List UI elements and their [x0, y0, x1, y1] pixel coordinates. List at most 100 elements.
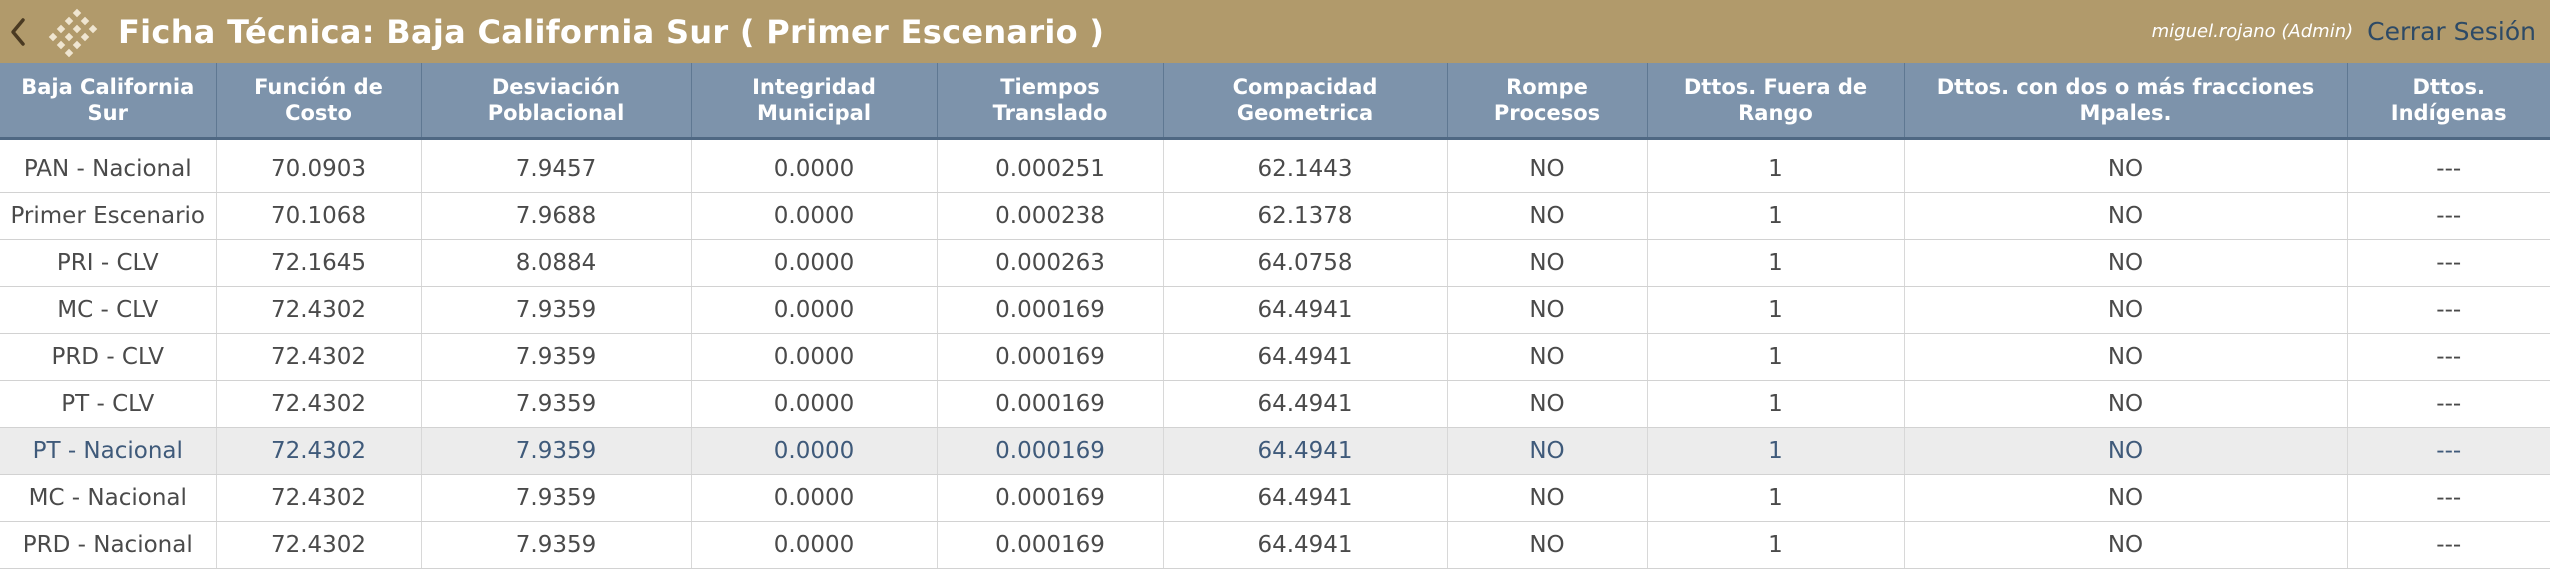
table-cell: 7.9688 [421, 192, 692, 240]
table-cell: 0.0000 [691, 474, 938, 522]
table-cell: NO [1904, 427, 2348, 475]
table-cell: 70.0903 [216, 138, 422, 193]
table-cell: NO [1447, 333, 1648, 381]
table-cell: 64.4941 [1163, 427, 1448, 475]
page-title: Ficha Técnica: Baja California Sur ( Pri… [118, 12, 1105, 51]
table-cell: 0.000169 [937, 474, 1164, 522]
table-row[interactable]: PAN - Nacional 70.0903 7.9457 0.0000 0.0… [0, 138, 2550, 193]
table-cell: 0.0000 [691, 239, 938, 287]
table-cell: 72.4302 [216, 521, 422, 569]
table-cell: --- [2347, 474, 2550, 522]
table-cell: 0.000263 [937, 239, 1164, 287]
column-header[interactable]: Integridad Municipal [691, 63, 938, 140]
table-cell: 0.0000 [691, 138, 938, 193]
table-cell: Primer Escenario [0, 192, 217, 240]
column-header[interactable]: Dttos. con dos o más fracciones Mpales. [1904, 63, 2348, 140]
table-cell: 1 [1647, 474, 1905, 522]
column-header[interactable]: Dttos. Fuera de Rango [1647, 63, 1905, 140]
table-cell: 1 [1647, 239, 1905, 287]
table-cell: 1 [1647, 427, 1905, 475]
table-cell: 72.4302 [216, 427, 422, 475]
table-cell: 0.000251 [937, 138, 1164, 193]
table-cell: PRD - Nacional [0, 521, 217, 569]
table-cell: 64.4941 [1163, 380, 1448, 428]
table-cell: MC - Nacional [0, 474, 217, 522]
table-cell: --- [2347, 521, 2550, 569]
table-cell: NO [1904, 138, 2348, 193]
column-header[interactable]: Tiempos Translado [937, 63, 1164, 140]
table-cell: --- [2347, 192, 2550, 240]
table-cell: 72.4302 [216, 380, 422, 428]
table-cell: PT - Nacional [0, 427, 217, 475]
table-cell: 7.9359 [421, 380, 692, 428]
table-row[interactable]: PRI - CLV 72.1645 8.0884 0.0000 0.000263… [0, 239, 2550, 287]
header-row: Baja California Sur Función de Costo Des… [0, 63, 2550, 140]
table-cell: PT - CLV [0, 380, 217, 428]
table-cell: 0.0000 [691, 521, 938, 569]
table-cell: --- [2347, 380, 2550, 428]
table-cell: 1 [1647, 138, 1905, 193]
table-cell: 7.9359 [421, 333, 692, 381]
table-cell: 64.4941 [1163, 333, 1448, 381]
table-cell: PRD - CLV [0, 333, 217, 381]
table-cell: 8.0884 [421, 239, 692, 287]
table-row[interactable]: MC - Nacional 72.4302 7.9359 0.0000 0.00… [0, 474, 2550, 522]
table-row[interactable]: PT - CLV 72.4302 7.9359 0.0000 0.000169 … [0, 380, 2550, 428]
chevron-left-icon [11, 17, 25, 46]
column-header[interactable]: Baja California Sur [0, 63, 217, 140]
column-header[interactable]: Rompe Procesos [1447, 63, 1648, 140]
table-cell: 64.4941 [1163, 521, 1448, 569]
data-table: Baja California Sur Función de Costo Des… [0, 63, 2550, 569]
table-cell: 72.4302 [216, 474, 422, 522]
table-cell: 70.1068 [216, 192, 422, 240]
table-cell: NO [1447, 239, 1648, 287]
column-header[interactable]: Compacidad Geometrica [1163, 63, 1448, 140]
table-cell: --- [2347, 138, 2550, 193]
table-cell: PAN - Nacional [0, 138, 217, 193]
table-cell: NO [1447, 380, 1648, 428]
column-header[interactable]: Desviación Poblacional [421, 63, 692, 140]
table-cell: 0.000169 [937, 521, 1164, 569]
table-cell: 72.4302 [216, 286, 422, 334]
table-cell: 64.0758 [1163, 239, 1448, 287]
table-cell: NO [1447, 427, 1648, 475]
table-cell: 1 [1647, 192, 1905, 240]
table-cell: NO [1904, 333, 2348, 381]
top-bar: Ficha Técnica: Baja California Sur ( Pri… [0, 0, 2550, 63]
table-cell: 7.9457 [421, 138, 692, 193]
table-cell: 1 [1647, 521, 1905, 569]
table-cell: NO [1447, 521, 1648, 569]
table-cell: 0.0000 [691, 192, 938, 240]
table-row[interactable]: MC - CLV 72.4302 7.9359 0.0000 0.000169 … [0, 286, 2550, 334]
table-row[interactable]: PRD - Nacional 72.4302 7.9359 0.0000 0.0… [0, 521, 2550, 569]
table-cell: 0.0000 [691, 286, 938, 334]
table-cell: 0.000169 [937, 380, 1164, 428]
table-cell: NO [1904, 521, 2348, 569]
table-cell: NO [1447, 192, 1648, 240]
table-cell: 7.9359 [421, 521, 692, 569]
table-cell: 1 [1647, 286, 1905, 334]
logout-link[interactable]: Cerrar Sesión [2367, 17, 2536, 46]
table-cell: 7.9359 [421, 286, 692, 334]
column-header[interactable]: Función de Costo [216, 63, 422, 140]
table-cell: NO [1904, 239, 2348, 287]
table-cell: NO [1904, 286, 2348, 334]
table-row[interactable]: Primer Escenario 70.1068 7.9688 0.0000 0… [0, 192, 2550, 240]
table-cell: 0.0000 [691, 427, 938, 475]
ine-logo-icon [48, 8, 98, 57]
table-cell: 72.4302 [216, 333, 422, 381]
table-cell: --- [2347, 427, 2550, 475]
table-cell: NO [1447, 138, 1648, 193]
table-cell: 72.1645 [216, 239, 422, 287]
table-cell: 64.4941 [1163, 286, 1448, 334]
table-cell: 0.000238 [937, 192, 1164, 240]
table-row[interactable]: PRD - CLV 72.4302 7.9359 0.0000 0.000169… [0, 333, 2550, 381]
table-cell: 7.9359 [421, 427, 692, 475]
back-button[interactable] [0, 0, 36, 63]
table-cell: NO [1904, 192, 2348, 240]
table-cell: 0.000169 [937, 427, 1164, 475]
table-cell: NO [1447, 286, 1648, 334]
column-header[interactable]: Dttos. Indígenas [2347, 63, 2550, 140]
table-cell: PRI - CLV [0, 239, 217, 287]
table-row-selected[interactable]: PT - Nacional 72.4302 7.9359 0.0000 0.00… [0, 427, 2550, 475]
